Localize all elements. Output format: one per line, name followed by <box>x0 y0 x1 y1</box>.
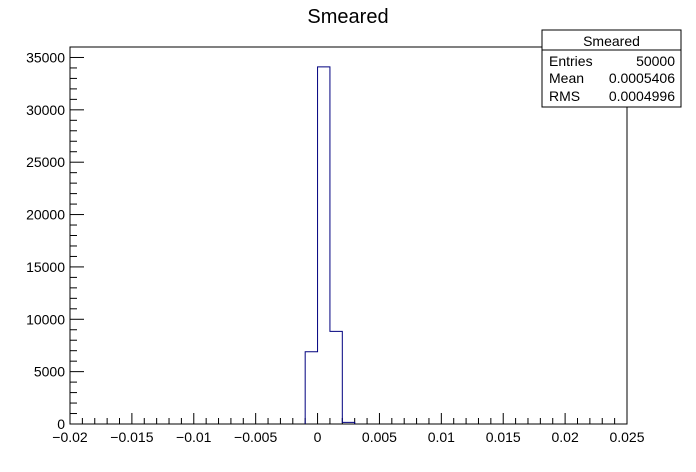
x-tick-label: −0.02 <box>52 429 88 445</box>
y-tick-label: 25000 <box>26 154 65 170</box>
stats-rms-label: RMS <box>549 88 580 104</box>
y-tick-label: 10000 <box>26 311 65 327</box>
stats-entries-label: Entries <box>549 53 593 69</box>
x-tick-label: 0 <box>314 429 322 445</box>
y-tick-label: 15000 <box>26 259 65 275</box>
y-tick-label: 0 <box>57 416 65 432</box>
x-tick-label: 0.01 <box>428 429 455 445</box>
stats-box-frame <box>541 29 682 108</box>
x-tick-label: −0.015 <box>110 429 153 445</box>
stats-rms-value: 0.0004996 <box>609 88 675 104</box>
x-tick-label: 0.015 <box>486 429 521 445</box>
y-tick-label: 5000 <box>34 364 65 380</box>
x-axis: −0.02 −0.015 −0.01 −0.005 0 0.005 0.01 0.015 0.0… <box>52 413 645 445</box>
x-tick-label: 0.02 <box>551 429 578 445</box>
y-tick-label: 20000 <box>26 207 65 223</box>
y-tick-label: 35000 <box>26 49 65 65</box>
y-tick-label: 30000 <box>26 102 65 118</box>
x-tick-label: −0.005 <box>234 429 277 445</box>
stats-box: Smeared Entries 50000 Mean 0.0005406 RMS… <box>541 29 682 108</box>
histogram-outline <box>304 66 356 424</box>
chart-title: Smeared <box>307 6 388 28</box>
x-tick-label: −0.01 <box>176 429 212 445</box>
stats-mean-label: Mean <box>549 70 584 86</box>
stats-mean-value: 0.0005406 <box>609 70 675 86</box>
stats-entries-value: 50000 <box>636 53 675 69</box>
x-tick-label: 0.025 <box>609 429 644 445</box>
x-tick-label: 0.005 <box>362 429 397 445</box>
y-axis: 0 5000 10000 15000 20000 25000 30000 35000 <box>26 46 84 432</box>
stats-box-title: Smeared <box>583 33 640 49</box>
